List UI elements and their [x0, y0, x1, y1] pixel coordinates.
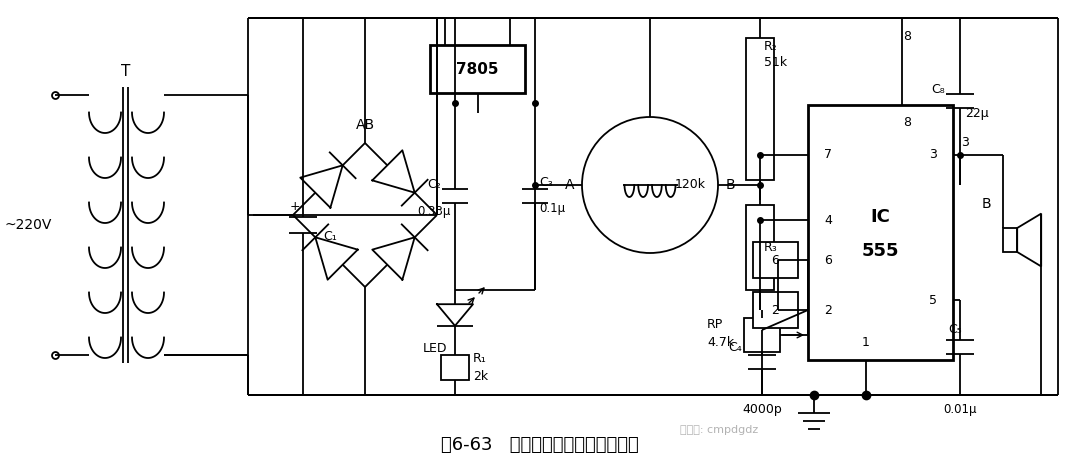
Text: B: B [726, 178, 735, 192]
Text: 6: 6 [771, 254, 779, 266]
Text: 4: 4 [824, 213, 832, 227]
Text: 微信号: cmpdgdz: 微信号: cmpdgdz [680, 425, 758, 435]
Text: 1: 1 [862, 335, 869, 348]
Bar [441, 355, 469, 380]
Text: 4.7k: 4.7k [707, 335, 734, 348]
Text: IC: IC [870, 209, 890, 227]
Text: 555: 555 [862, 242, 900, 259]
Text: 2k: 2k [473, 370, 488, 383]
Text: R₁: R₁ [473, 352, 487, 365]
Text: 51k: 51k [764, 55, 787, 68]
Text: 22μ: 22μ [966, 107, 988, 120]
Text: T: T [121, 65, 131, 80]
Bar [808, 105, 953, 360]
Text: 7805: 7805 [456, 61, 499, 76]
Text: 0.1μ: 0.1μ [539, 202, 565, 215]
Text: AB: AB [355, 118, 375, 132]
Text: +: + [289, 201, 300, 213]
Bar [744, 318, 780, 352]
Bar [753, 292, 798, 328]
Text: A: A [565, 178, 573, 192]
Text: R₃: R₃ [764, 241, 778, 254]
Text: 0.01μ: 0.01μ [943, 402, 976, 416]
Text: C₃: C₃ [539, 176, 553, 189]
Text: B: B [982, 197, 990, 211]
Text: 8: 8 [903, 116, 912, 129]
Text: C₂: C₂ [427, 178, 441, 191]
Text: LED: LED [423, 341, 447, 355]
Text: 2: 2 [771, 303, 779, 317]
Bar [430, 45, 525, 93]
Text: 图6-63   气体烟雾检测报警器电路图: 图6-63 气体烟雾检测报警器电路图 [441, 436, 639, 454]
Text: C₁: C₁ [323, 230, 337, 243]
Text: 8: 8 [903, 30, 912, 43]
Text: 3: 3 [961, 136, 969, 150]
Text: 6: 6 [824, 254, 832, 266]
Text: 3: 3 [929, 149, 937, 161]
Text: 5: 5 [929, 294, 937, 307]
Text: 4000p: 4000p [742, 402, 782, 416]
Text: C₈: C₈ [931, 83, 945, 96]
Bar [1003, 228, 1017, 252]
Text: 7: 7 [824, 149, 832, 161]
Text: C₅: C₅ [948, 323, 962, 336]
Text: RP: RP [707, 318, 724, 331]
Bar [753, 242, 798, 278]
Text: C₄: C₄ [728, 341, 742, 354]
Text: 120k: 120k [675, 179, 706, 191]
Bar [746, 38, 774, 180]
Text: ~220V: ~220V [4, 218, 52, 232]
Bar [746, 205, 774, 290]
Text: 2: 2 [824, 303, 832, 317]
Text: 0.33μ: 0.33μ [417, 205, 450, 218]
Text: R₂: R₂ [764, 39, 778, 53]
